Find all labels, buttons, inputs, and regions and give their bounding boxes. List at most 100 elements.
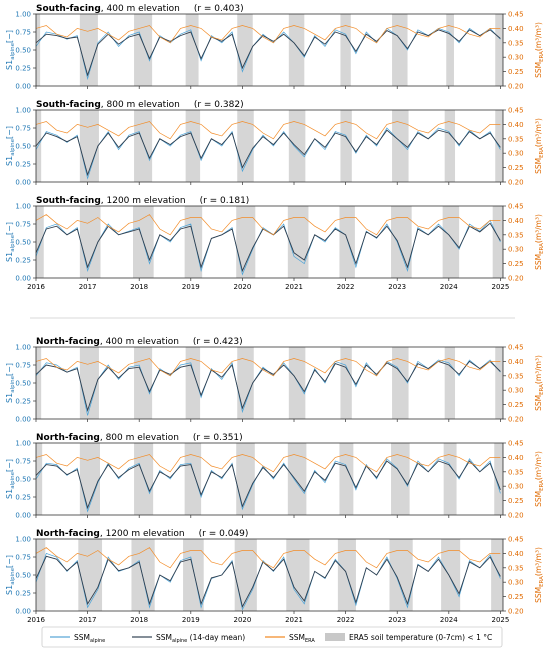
frost-period xyxy=(185,347,201,419)
frost-period xyxy=(236,443,255,515)
y-label-left-main: S1 xyxy=(5,489,14,499)
y-tick-label-left: 1.00 xyxy=(15,11,31,19)
y-tick-label-left: 0.00 xyxy=(15,179,31,187)
panel-6: 0.00 0.25 0.50 0.75 1.00 0.20 0.25 0.30 0.35 0.40… xyxy=(5,529,545,624)
y-tick-label-right: 0.35 xyxy=(508,231,524,239)
panel-title-bold: North-facing xyxy=(36,529,100,539)
plot-frame xyxy=(35,346,504,420)
panel-5: 0.00 0.25 0.50 0.75 1.00 0.20 0.25 0.30 0.35 0.40… xyxy=(5,433,545,520)
frost-period xyxy=(36,347,42,419)
y-tick-label-right: 0.45 xyxy=(508,536,524,544)
series-line-1 xyxy=(35,27,501,81)
y-tick-label-right: 0.40 xyxy=(508,121,524,129)
frost-period xyxy=(288,110,306,182)
legend-item: ERA5 soil temperature (0-7cm) < 1 °C xyxy=(325,633,492,642)
y-label-left-unit: [−] xyxy=(5,555,14,568)
frost-period xyxy=(340,347,352,419)
y-axis-label-left: S1alpine[−] xyxy=(5,222,16,262)
frost-period xyxy=(36,110,42,182)
frost-period xyxy=(185,14,199,86)
frost-period xyxy=(391,206,412,278)
y-tick-label-right: 0.25 xyxy=(508,497,524,505)
series-line-3 xyxy=(35,454,501,473)
frost-period xyxy=(494,443,503,515)
y-tick-label-right: 0.30 xyxy=(508,579,524,587)
y-axis-label-left: S1alpine[−] xyxy=(5,363,16,403)
y-tick-label-right: 0.25 xyxy=(508,260,524,268)
y-tick-label-right: 0.35 xyxy=(508,372,524,380)
legend-swatch xyxy=(325,633,345,641)
frost-period xyxy=(491,539,503,611)
y-tick-label-left: 0.75 xyxy=(15,362,31,370)
frost-period xyxy=(444,110,456,182)
x-tick-label: 2018 xyxy=(130,616,148,624)
frost-period xyxy=(287,443,307,515)
frost-period xyxy=(236,206,256,278)
x-tick-label: 2016 xyxy=(27,616,45,624)
y-label-right-main: SSM xyxy=(534,62,543,78)
y-tick-label-right: 0.30 xyxy=(508,54,524,62)
frost-period xyxy=(134,110,153,182)
y-tick-label-left: 0.25 xyxy=(15,65,31,73)
y-tick-label-right: 0.30 xyxy=(508,483,524,491)
panel-title: North-facing, 1200 m elevation (r = 0.049… xyxy=(36,529,248,539)
y-label-right-sub: ERA xyxy=(539,147,545,158)
legend-item: SSMalpine (14-day mean) xyxy=(132,633,245,644)
y-label-left-unit: [−] xyxy=(5,459,14,472)
y-axis-label-left: S1alpine[−] xyxy=(5,126,16,166)
panel-title-bold: North-facing xyxy=(36,433,100,443)
y-tick-label-right: 0.40 xyxy=(508,217,524,225)
y-label-left-unit: [−] xyxy=(5,126,14,139)
x-tick-label: 2025 xyxy=(492,283,510,291)
y-tick-label-left: 0.25 xyxy=(15,257,31,265)
panel-correlation: (r = 0.403) xyxy=(194,4,244,14)
panel-3: 0.00 0.25 0.50 0.75 1.00 0.20 0.25 0.30 0.35 0.40… xyxy=(5,196,545,291)
y-tick-label-left: 0.50 xyxy=(15,239,31,247)
panel-correlation: (r = 0.049) xyxy=(199,529,249,539)
y-label-right-sub: ERA xyxy=(539,576,545,587)
y-tick-label-left: 0.25 xyxy=(15,161,31,169)
y-tick-label-right: 0.30 xyxy=(508,246,524,254)
frost-period xyxy=(134,443,154,515)
frost-period xyxy=(288,347,306,419)
y-tick-label-left: 0.00 xyxy=(15,608,31,616)
panel-correlation: (r = 0.423) xyxy=(193,337,243,347)
y-axis-label-right: SSMERA(m³/m³) xyxy=(534,214,545,270)
frost-period xyxy=(392,347,409,419)
y-tick-label-right: 0.40 xyxy=(508,454,524,462)
panels: 0.00 0.25 0.50 0.75 1.00 0.20 0.25 0.30 0.35 0.40… xyxy=(5,4,545,624)
panel-correlation: (r = 0.351) xyxy=(193,433,243,443)
y-label-left-sub: alpine xyxy=(10,42,16,59)
legend-label: SSMalpine (14-day mean) xyxy=(156,633,245,644)
series-line-1 xyxy=(35,219,501,276)
x-tick-label: 2021 xyxy=(285,283,303,291)
y-axis-label-right: SSMERA(m³/m³) xyxy=(534,451,545,507)
frost-period xyxy=(36,14,41,86)
y-tick-label-right: 0.40 xyxy=(508,550,524,558)
frost-period xyxy=(184,443,202,515)
panel-title-bold: South-facing xyxy=(36,4,101,14)
frost-period xyxy=(441,539,461,611)
frost-period xyxy=(184,206,203,278)
y-tick-label-left: 1.00 xyxy=(15,536,31,544)
frost-period xyxy=(389,539,413,611)
series-line-3 xyxy=(35,358,501,377)
frost-period xyxy=(79,110,99,182)
y-label-right-main: SSM xyxy=(534,587,543,603)
series-line-1 xyxy=(35,458,501,513)
legend-label: SSMERA xyxy=(289,633,315,644)
frost-period xyxy=(36,539,46,611)
y-tick-label-left: 1.00 xyxy=(15,344,31,352)
y-tick-label-right: 0.45 xyxy=(508,11,524,19)
frost-period xyxy=(134,347,153,419)
frost-period xyxy=(340,110,352,182)
panel-1: 0.00 0.25 0.50 0.75 1.00 0.20 0.25 0.30 0.35 0.40… xyxy=(5,4,545,91)
y-tick-label-right: 0.45 xyxy=(508,107,524,115)
frost-period xyxy=(444,347,456,419)
y-tick-label-left: 0.00 xyxy=(15,512,31,520)
y-label-right-sub: ERA xyxy=(539,384,545,395)
x-tick-label: 2022 xyxy=(337,283,355,291)
x-tick-label: 2023 xyxy=(388,616,406,624)
legend: SSMalpine SSMalpine (14-day mean) SSMERA ER… xyxy=(41,626,503,648)
